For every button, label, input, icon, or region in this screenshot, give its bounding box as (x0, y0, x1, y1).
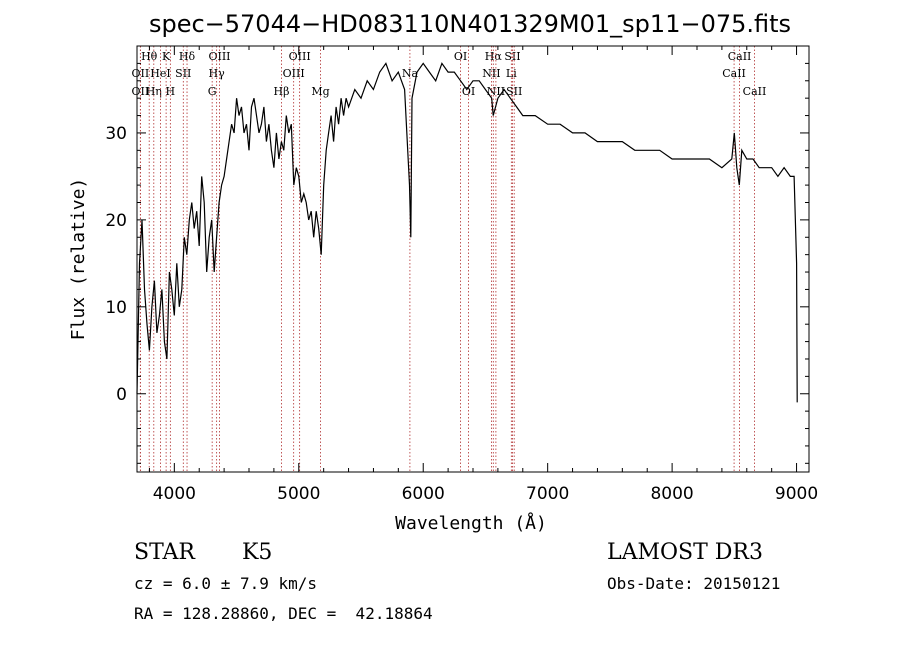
spectrum-series (136, 62, 798, 403)
x-tick-label-4000: 4000 (153, 484, 196, 504)
x-tick-label-8000: 8000 (650, 484, 693, 504)
line-marker-label-0: Hθ (141, 50, 158, 63)
line-marker-label-14: OIII (283, 67, 305, 80)
line-marker-label-5: HeI (150, 67, 170, 80)
line-marker-label-9: OIII (208, 50, 230, 63)
x-axis-ticks: 4000 5000 6000 7000 8000 9000 (148, 46, 818, 504)
y-tick-label-30: 30 (105, 124, 127, 144)
line-marker-label-19: Hα (485, 50, 503, 63)
object-subclass: K5 (242, 540, 273, 565)
line-marker-label-8: Hδ (179, 50, 196, 63)
redshift-velocity: cz = 6.0 ± 7.9 km/s (134, 574, 318, 593)
object-class: STAR (134, 540, 195, 565)
line-marker-label-13: OIII (289, 50, 311, 63)
x-tick-label-9000: 9000 (775, 484, 818, 504)
line-marker-label-11: G (208, 85, 217, 98)
survey-name: LAMOST DR3 (607, 540, 763, 565)
observation-date: Obs-Date: 20150121 (607, 574, 781, 593)
line-marker-label-7: SII (175, 67, 191, 80)
line-marker-label-10: Hγ (209, 67, 226, 80)
y-tick-label-20: 20 (105, 211, 127, 231)
spectrum-line-0 (136, 62, 798, 403)
line-marker-label-22: SII (504, 50, 520, 63)
line-marker-label-15: Mg (311, 85, 329, 98)
line-marker-label-6: H (166, 85, 176, 98)
line-marker-label-2: OII (132, 85, 150, 98)
y-tick-label-0: 0 (116, 385, 127, 405)
line-marker-label-12: Hβ (274, 85, 290, 98)
line-marker-label-16: Na (402, 67, 419, 80)
x-tick-label-7000: 7000 (526, 484, 569, 504)
chart-title: spec−57044−HD083110N401329M01_sp11−075.f… (149, 10, 791, 38)
x-axis-label: Wavelength (Å) (395, 512, 547, 534)
coordinates: RA = 128.28860, DEC = 42.18864 (134, 604, 433, 623)
x-tick-label-6000: 6000 (402, 484, 445, 504)
y-axis-ticks: 0 10 20 30 (105, 62, 809, 464)
line-marker-label-23: Li (506, 67, 517, 80)
line-marker-label-4: K (162, 50, 171, 63)
line-marker-label-20: NII (482, 67, 500, 80)
x-tick-label-5000: 5000 (277, 484, 320, 504)
line-marker-label-26: CaII (722, 67, 746, 80)
line-marker-label-25: CaII (728, 50, 752, 63)
line-marker-label-3: Hη (146, 85, 162, 98)
line-marker-label-1: OII (132, 67, 150, 80)
y-axis-label: Flux (relative) (68, 178, 89, 341)
line-marker-label-27: CaII (743, 85, 767, 98)
line-marker-label-24: SII (506, 85, 522, 98)
y-tick-label-10: 10 (105, 298, 127, 318)
line-marker-label-17: OI (454, 50, 467, 63)
